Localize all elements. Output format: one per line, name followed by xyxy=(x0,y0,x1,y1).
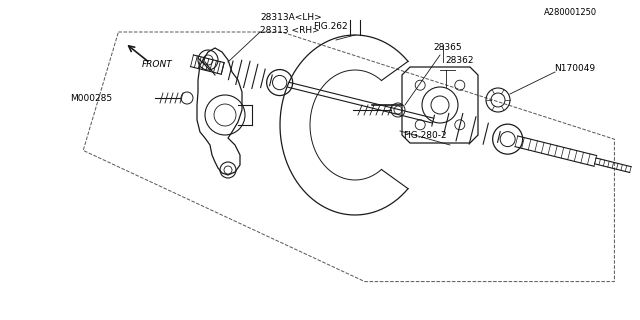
Text: N170049: N170049 xyxy=(554,63,595,73)
Text: 28365: 28365 xyxy=(433,43,461,52)
Text: A280001250: A280001250 xyxy=(544,7,597,17)
Text: 28313A<LH>: 28313A<LH> xyxy=(260,12,322,21)
Text: M000285: M000285 xyxy=(70,93,112,102)
Text: 28313 <RH>: 28313 <RH> xyxy=(260,26,320,35)
Text: FRONT: FRONT xyxy=(142,60,173,68)
Text: 28362: 28362 xyxy=(445,55,474,65)
Text: FIG.280-2: FIG.280-2 xyxy=(403,131,447,140)
Text: FIG.262: FIG.262 xyxy=(313,21,348,30)
